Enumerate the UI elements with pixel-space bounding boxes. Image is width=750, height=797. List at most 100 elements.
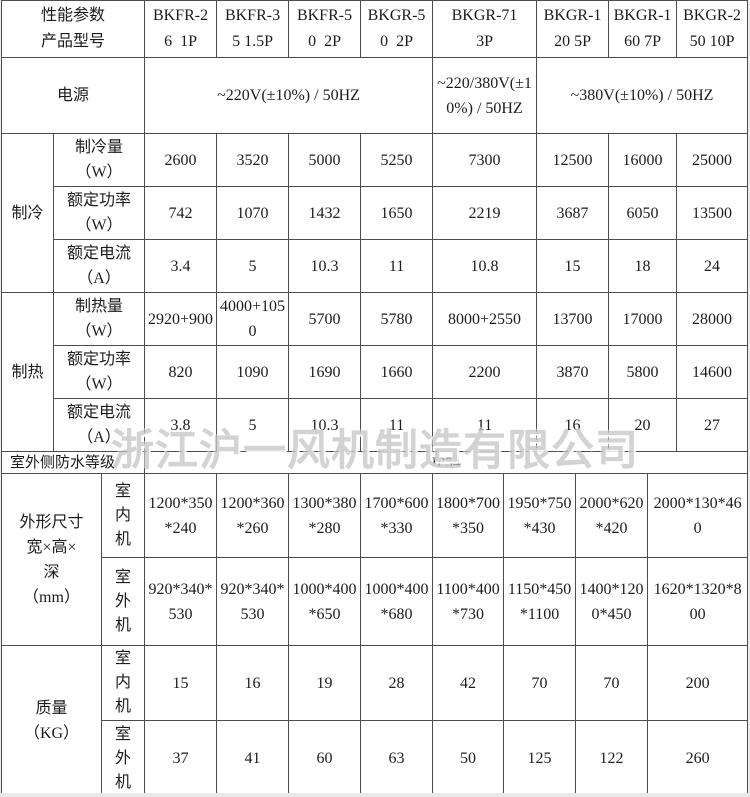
value-cell: 5800 xyxy=(608,345,678,399)
heating-power-row: 额定功率 （W） 820 1090 1690 1660 2200 3870 58… xyxy=(2,345,749,399)
outdoor-unit-label-cell: 室 外 机 xyxy=(100,557,146,646)
value-cell: 1300*380*280 xyxy=(288,473,362,558)
waterproof-value-cell: IP54 xyxy=(144,451,749,474)
value-cell: 2000*130*460 xyxy=(647,473,749,558)
value-cell: 1000*400*680 xyxy=(360,557,434,646)
model-header-cell: BKGR-1 60 7P xyxy=(608,0,678,58)
value-cell: 1000*400*650 xyxy=(288,557,362,646)
value-cell: 1800*700*350 xyxy=(432,473,505,558)
value-cell: 3870 xyxy=(536,345,610,399)
value-cell: 260 xyxy=(647,720,749,797)
value-cell: 50 xyxy=(432,720,505,797)
value-cell: 1070 xyxy=(216,186,290,240)
dimensions-indoor-row: 外形尺寸 宽×高× 深 （mm） 室 内 机 1200*350*240 1200… xyxy=(1,473,749,646)
value-cell: 920*340*530 xyxy=(216,557,290,646)
row-label-cell: 额定功率 （W） xyxy=(52,345,146,399)
row-label-cell: 额定电流 （A） xyxy=(52,239,146,293)
waterproof-row: 室外侧防水等级 IP54 xyxy=(0,451,749,474)
value-cell: 37 xyxy=(144,720,218,797)
value-cell: 16000 xyxy=(608,133,678,187)
row-label-cell: 额定电流 （A） xyxy=(52,398,146,452)
value-cell: 17000 xyxy=(608,292,678,346)
value-cell: 3520 xyxy=(216,133,290,187)
value-cell: 10.3 xyxy=(288,398,362,452)
param-model-header-cell: 性能参数 产品型号 xyxy=(0,0,146,58)
power-row: 电源 ~220V(±10%) / 50HZ ~220/380V(±10%) / … xyxy=(0,57,749,134)
weight-outdoor-row: 室 外 机 37 41 60 63 50 125 122 260 xyxy=(2,720,749,797)
value-cell: 1690 xyxy=(288,345,362,399)
cooling-capacity-row: 制冷 制冷量 （W） 2600 3520 5000 5250 7300 1250… xyxy=(1,133,749,293)
value-cell: 3.8 xyxy=(144,398,218,452)
power-label-cell: 电源 xyxy=(0,57,146,134)
value-cell: 16 xyxy=(536,398,610,452)
power-value-cell: ~380V(±10%) / 50HZ xyxy=(536,57,749,134)
table-header-row: 性能参数 产品型号 BKFR-2 6 1P BKFR-3 5 1.5P BKFR… xyxy=(0,0,749,58)
value-cell: 125 xyxy=(503,720,577,797)
bottom-edge-strip xyxy=(0,793,750,797)
value-cell: 1100*400*730 xyxy=(432,557,505,646)
power-value-cell: ~220/380V(±10%) / 50HZ xyxy=(432,57,538,134)
value-cell: 11 xyxy=(360,398,434,452)
value-cell: 15 xyxy=(144,645,218,721)
spec-table-upper: 性能参数 产品型号 BKFR-2 6 1P BKFR-3 5 1.5P BKFR… xyxy=(0,0,749,452)
row-label-cell: 制冷量 （W） xyxy=(52,133,146,187)
value-cell: 27 xyxy=(676,398,749,452)
value-cell: 920*340*530 xyxy=(144,557,218,646)
row-label-cell: 额定功率 （W） xyxy=(52,186,146,240)
value-cell: 2920+900 xyxy=(144,292,218,346)
value-cell: 24 xyxy=(676,239,749,293)
value-cell: 13700 xyxy=(536,292,610,346)
value-cell: 200 xyxy=(647,645,749,721)
value-cell: 1150*450*1100 xyxy=(503,557,577,646)
value-cell: 15 xyxy=(536,239,610,293)
value-cell: 28000 xyxy=(676,292,749,346)
value-cell: 1620*1320*800 xyxy=(647,557,749,646)
outdoor-unit-label-cell: 室 外 机 xyxy=(100,720,146,797)
value-cell: 28 xyxy=(360,645,434,721)
value-cell: 19 xyxy=(288,645,362,721)
value-cell: 5780 xyxy=(360,292,434,346)
weight-indoor-row: 质量 （KG） 室 内 机 15 16 19 28 42 70 70 200 xyxy=(1,645,749,797)
value-cell: 122 xyxy=(575,720,649,797)
heating-group-label-cell: 制热 xyxy=(1,292,54,452)
value-cell: 2200 xyxy=(432,345,538,399)
waterproof-label-cell: 室外侧防水等级 xyxy=(0,451,146,474)
power-value-cell: ~220V(±10%) / 50HZ xyxy=(144,57,434,134)
value-cell: 11 xyxy=(432,398,538,452)
value-cell: 1700*600*330 xyxy=(360,473,434,558)
value-cell: 10.8 xyxy=(432,239,538,293)
value-cell: 5 xyxy=(216,398,290,452)
value-cell: 16 xyxy=(216,645,290,721)
value-cell: 1400*1200*450 xyxy=(575,557,649,646)
value-cell: 5250 xyxy=(360,133,434,187)
cooling-current-row: 额定电流 （A） 3.4 5 10.3 11 10.8 15 18 24 xyxy=(2,239,749,293)
dimensions-group-label-cell: 外形尺寸 宽×高× 深 （mm） xyxy=(1,473,102,646)
value-cell: 14600 xyxy=(676,345,749,399)
model-header-cell: BKFR-2 6 1P xyxy=(144,0,218,58)
value-cell: 2000*620*420 xyxy=(575,473,649,558)
value-cell: 2219 xyxy=(432,186,538,240)
indoor-unit-label-cell: 室 内 机 xyxy=(100,473,146,558)
value-cell: 20 xyxy=(608,398,678,452)
model-header-cell: BKGR-1 20 5P xyxy=(536,0,610,58)
value-cell: 5700 xyxy=(288,292,362,346)
value-cell: 63 xyxy=(360,720,434,797)
model-header-cell: BKFR-3 5 1.5P xyxy=(216,0,290,58)
value-cell: 41 xyxy=(216,720,290,797)
value-cell: 3687 xyxy=(536,186,610,240)
dimensions-outdoor-row: 室 外 机 920*340*530 920*340*530 1000*400*6… xyxy=(2,557,749,646)
model-header-cell: BKGR-2 50 10P xyxy=(676,0,749,58)
value-cell: 1432 xyxy=(288,186,362,240)
value-cell: 5 xyxy=(216,239,290,293)
value-cell: 11 xyxy=(360,239,434,293)
value-cell: 1200*350*240 xyxy=(144,473,218,558)
value-cell: 60 xyxy=(288,720,362,797)
spec-table-lower: 室外侧防水等级 IP54 外形尺寸 宽×高× 深 （mm） 室 内 机 1200… xyxy=(0,451,749,797)
value-cell: 742 xyxy=(144,186,218,240)
value-cell: 10.3 xyxy=(288,239,362,293)
value-cell: 18 xyxy=(608,239,678,293)
value-cell: 6050 xyxy=(608,186,678,240)
value-cell: 1090 xyxy=(216,345,290,399)
value-cell: 5000 xyxy=(288,133,362,187)
model-header-cell: BKGR-5 0 2P xyxy=(360,0,434,58)
